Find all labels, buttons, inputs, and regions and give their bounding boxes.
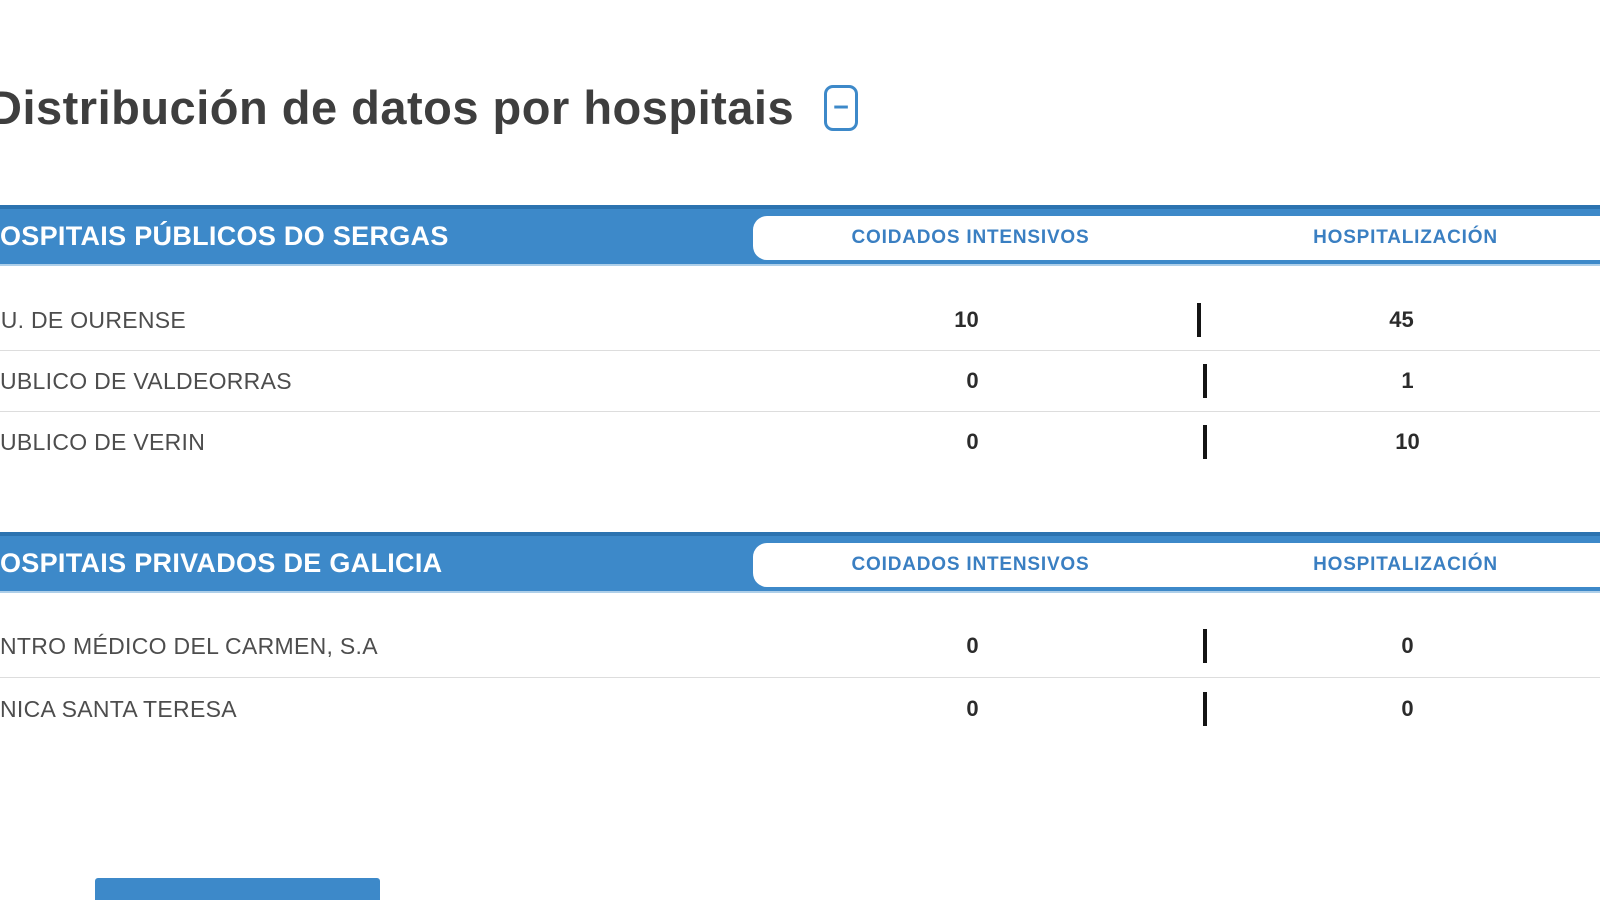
coidados-intensivos-value: 0 <box>966 633 979 658</box>
next-section-header-partial <box>95 878 380 900</box>
column-divider <box>1203 364 1207 398</box>
table-row: UBLICO DE VALDEORRAS 0 1 <box>0 351 1600 412</box>
column-header-coidados-intensivos: COIDADOS INTENSIVOS <box>851 227 1090 248</box>
hospital-name: NTRO MÉDICO DEL CARMEN, S.A <box>0 632 378 659</box>
table-rows: NTRO MÉDICO DEL CARMEN, S.A 0 0 NICA SAN… <box>0 615 1600 740</box>
table-row: NTRO MÉDICO DEL CARMEN, S.A 0 0 <box>0 615 1600 678</box>
coidados-intensivos-value: 0 <box>966 429 979 454</box>
column-headers-box: COIDADOS INTENSIVOS HOSPITALIZACIÓN <box>753 216 1600 260</box>
column-divider <box>1203 692 1207 726</box>
table-rows: .U. DE OURENSE 10 45 UBLICO DE VALDEORRA… <box>0 290 1600 472</box>
page-title: Distribución de datos por hospitais <box>0 81 795 134</box>
hospital-name: .U. DE OURENSE <box>0 306 187 333</box>
section-title-row: Distribución de datos por hospitais − <box>0 80 859 135</box>
column-header-coidados-intensivos: COIDADOS INTENSIVOS <box>851 554 1090 575</box>
hospital-name: UBLICO DE VERIN <box>0 428 206 455</box>
table-header-bar: OSPITAIS PRIVADOS DE GALICIA COIDADOS IN… <box>0 532 1600 593</box>
hospital-name: UBLICO DE VALDEORRAS <box>0 367 292 394</box>
table-header-bar: OSPITAIS PÚBLICOS DO SERGAS COIDADOS INT… <box>0 205 1600 266</box>
table-public-hospitals: OSPITAIS PÚBLICOS DO SERGAS COIDADOS INT… <box>0 205 1600 472</box>
coidados-intensivos-value: 10 <box>954 307 979 332</box>
hospitalizacion-value: 45 <box>1184 303 1600 337</box>
minus-icon: − <box>833 92 850 122</box>
collapse-section-button[interactable]: − <box>824 84 859 131</box>
hospitalizacion-value: 0 <box>1190 692 1600 726</box>
table-row: .U. DE OURENSE 10 45 <box>0 290 1600 351</box>
column-headers-box: COIDADOS INTENSIVOS HOSPITALIZACIÓN <box>753 543 1600 587</box>
table-title: OSPITAIS PRIVADOS DE GALICIA <box>0 548 443 578</box>
table-title: OSPITAIS PÚBLICOS DO SERGAS <box>0 221 449 251</box>
hospitalizacion-value: 1 <box>1190 364 1600 398</box>
table-row: NICA SANTA TERESA 0 0 <box>0 678 1600 740</box>
column-header-hospitalizacion: HOSPITALIZACIÓN <box>1313 227 1498 248</box>
hospital-name: NICA SANTA TERESA <box>0 695 237 722</box>
coidados-intensivos-value: 0 <box>966 368 979 393</box>
column-divider <box>1203 629 1207 663</box>
table-private-hospitals: OSPITAIS PRIVADOS DE GALICIA COIDADOS IN… <box>0 532 1600 740</box>
hospitalizacion-value: 10 <box>1190 425 1600 459</box>
hospitalizacion-value: 0 <box>1190 629 1600 663</box>
column-header-hospitalizacion: HOSPITALIZACIÓN <box>1313 554 1498 575</box>
column-divider <box>1197 303 1201 337</box>
column-divider <box>1203 425 1207 459</box>
table-row: UBLICO DE VERIN 0 10 <box>0 412 1600 472</box>
coidados-intensivos-value: 0 <box>966 696 979 721</box>
